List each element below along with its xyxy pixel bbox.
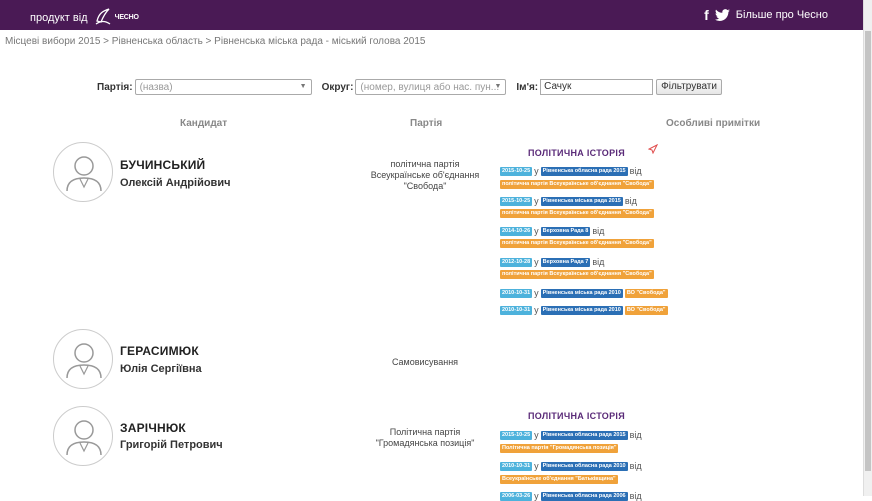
product-label: продукт від	[30, 12, 88, 24]
history-party: Політична партія "Громадянська позиція"	[500, 444, 619, 453]
history-line: 2015-10-25 у Рівненська обласна рада 2015 в…	[500, 430, 642, 440]
candidate-last-name[interactable]: ЗАРІЧНЮК	[120, 421, 186, 435]
candidate-party: Політична партія "Громадянська позиція"	[375, 427, 475, 448]
logo-text: ЧЕСНО	[114, 13, 139, 21]
history-line: 2010-10-31 у Рівненська міська рада 2010 ВО…	[500, 305, 668, 315]
chevron-down-icon: ▼	[494, 83, 502, 90]
chesno-logo[interactable]: ЧЕСНО	[94, 7, 139, 27]
about-link[interactable]: Більше про Чесно	[735, 9, 828, 21]
filter-form: Партія: (назва) ▼ Округ: (номер, вулиця а…	[97, 79, 722, 95]
person-icon	[66, 156, 102, 192]
history-party: Всеукраїнське об'єднання "Батьківщина"	[500, 475, 618, 484]
history-party: політична партія Всеукраїнське об'єднанн…	[500, 180, 654, 189]
party-select[interactable]: (назва) ▼	[134, 79, 312, 95]
top-bar: продукт від ЧЕСНО f Більше про Чесно	[0, 0, 863, 30]
avatar	[53, 406, 113, 466]
share-icon[interactable]	[648, 144, 658, 154]
district-select[interactable]: (номер, вулиця або нас. пун... ▼	[355, 79, 507, 95]
scrollbar-thumb[interactable]	[865, 31, 871, 471]
candidate-first-name[interactable]: Олексій Андрійович	[120, 177, 231, 189]
district-label: Округ:	[321, 81, 354, 93]
history-party: політична партія Всеукраїнське об'єднанн…	[500, 239, 654, 248]
col-notes: Особливі примітки	[666, 118, 761, 129]
history-line: 2012-10-28 у Верховна Рада 7 від	[500, 257, 605, 267]
name-input[interactable]: Сачук	[540, 79, 654, 95]
candidate-first-name[interactable]: Юлія Сергіївна	[120, 363, 202, 375]
party-label: Партія:	[97, 81, 133, 93]
name-label: Ім'я:	[516, 81, 539, 93]
history-line: 2015-10-25 у Рівненська обласна рада 2015 в…	[500, 166, 642, 176]
history-line: 2010-10-31 у Рівненська міська рада 2010 ВО…	[500, 288, 668, 298]
filter-button[interactable]: Фільтрувати	[656, 79, 722, 95]
history-line: 2014-10-26 у Верховна Рада 8 від	[500, 226, 605, 236]
chevron-down-icon: ▼	[299, 83, 307, 90]
col-party: Партія	[410, 118, 443, 129]
candidate-party: політична партія Всеукраїнське об'єднанн…	[370, 159, 480, 191]
history-title: ПОЛІТИЧНА ІСТОРІЯ	[528, 411, 625, 421]
history-line: 2006-03-26 у Рівненська обласна рада 2006 в…	[500, 491, 642, 501]
product-by: продукт від ЧЕСНО	[30, 7, 139, 27]
person-icon	[66, 343, 102, 379]
person-icon	[66, 420, 102, 456]
avatar	[53, 329, 113, 389]
top-links: f Більше про Чесно	[704, 8, 828, 22]
history-line: 2010-10-31 у Рівненська обласна рада 2010 в…	[500, 461, 642, 471]
candidate-party: Самовисування	[391, 357, 459, 367]
history-party: політична партія Всеукраїнське об'єднанн…	[500, 270, 654, 279]
scrollbar[interactable]	[863, 0, 872, 496]
history-party: політична партія Всеукраїнське об'єднанн…	[500, 209, 654, 218]
candidate-first-name[interactable]: Григорій Петрович	[120, 439, 223, 451]
breadcrumb[interactable]: Місцеві вибори 2015 > Рівненська область…	[5, 36, 426, 47]
chesno-logo-icon	[95, 8, 110, 25]
twitter-icon[interactable]	[714, 9, 730, 21]
history-line: 2015-10-25 у Рівненська міська рада 2015 ві…	[500, 196, 637, 206]
candidate-last-name[interactable]: ГЕРАСИМЮК	[120, 344, 199, 358]
history-title: ПОЛІТИЧНА ІСТОРІЯ	[528, 148, 625, 158]
avatar	[53, 142, 113, 202]
body-tag[interactable]: Рівненська обласна рада 2015	[540, 166, 628, 176]
col-candidate: Кандидат	[180, 118, 228, 129]
candidate-last-name[interactable]: БУЧИНСЬКИЙ	[120, 158, 206, 172]
facebook-icon[interactable]: f	[704, 7, 709, 23]
